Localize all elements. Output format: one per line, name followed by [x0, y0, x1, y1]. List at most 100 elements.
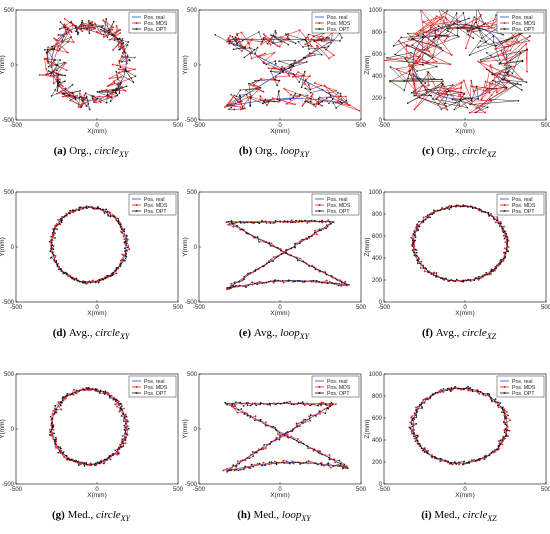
opt-point — [454, 102, 457, 104]
opt-point — [73, 210, 75, 212]
opt-point — [321, 219, 323, 222]
mds-point — [87, 463, 89, 466]
opt-point — [501, 439, 504, 441]
mds-point — [498, 403, 500, 406]
opt-point — [521, 59, 524, 62]
opt-point — [440, 208, 442, 211]
mds-point — [294, 103, 296, 106]
opt-point — [266, 262, 268, 265]
mds-point — [108, 38, 111, 41]
opt-point — [450, 205, 452, 207]
opt-point — [454, 280, 456, 282]
opt-point — [123, 50, 125, 53]
opt-point — [119, 408, 121, 410]
mds-point — [452, 27, 454, 30]
mds-point — [501, 443, 504, 446]
mds-point — [258, 420, 261, 422]
opt-point — [57, 452, 59, 454]
mds-point — [262, 90, 265, 93]
opt-point — [416, 439, 419, 442]
error-line — [506, 43, 527, 59]
x-tick-label: -500 — [378, 305, 391, 311]
y-tick-label: 200 — [372, 460, 383, 466]
mds-point — [291, 460, 294, 463]
opt-point — [113, 20, 115, 23]
opt-point — [128, 58, 130, 61]
opt-point — [326, 282, 329, 285]
opt-point — [509, 60, 512, 62]
opt-point — [260, 418, 262, 421]
opt-point — [511, 72, 514, 75]
error-line — [334, 96, 340, 102]
opt-point — [45, 73, 48, 76]
opt-point — [423, 451, 426, 453]
opt-point — [105, 276, 107, 279]
opt-point — [416, 70, 418, 72]
mds-point — [497, 447, 500, 450]
mds-point — [484, 111, 486, 114]
opt-point — [409, 428, 412, 430]
mds-point — [244, 107, 246, 110]
mds-point — [290, 435, 293, 438]
mds-point — [431, 44, 433, 46]
mds-point — [230, 93, 233, 96]
opt-point — [262, 265, 264, 267]
mds-point — [285, 460, 288, 463]
opt-point — [432, 394, 435, 396]
opt-point — [431, 213, 434, 215]
legend-label: Pos. MDS — [327, 203, 351, 209]
opt-point — [457, 26, 459, 29]
opt-point — [493, 400, 496, 402]
opt-point — [431, 56, 434, 59]
plot-area — [38, 17, 137, 111]
opt-point — [112, 399, 115, 401]
opt-point — [232, 284, 234, 287]
opt-point — [410, 92, 413, 94]
opt-point — [102, 278, 104, 280]
opt-point — [262, 265, 265, 267]
mds-point — [239, 460, 242, 462]
opt-point — [117, 448, 119, 451]
opt-point — [416, 262, 419, 264]
mds-point — [433, 271, 436, 274]
opt-point — [96, 461, 99, 463]
opt-point — [124, 69, 127, 72]
opt-point — [296, 440, 298, 442]
mds-point — [319, 410, 322, 413]
mds-point — [435, 15, 438, 18]
opt-point — [267, 424, 269, 427]
x-tick-label: 500 — [356, 487, 367, 493]
opt-point — [84, 282, 87, 284]
mds-point — [316, 101, 319, 103]
opt-point — [254, 236, 256, 239]
opt-point — [53, 412, 56, 415]
mds-point — [291, 219, 293, 222]
opt-point — [82, 282, 84, 284]
mds-point — [111, 214, 114, 216]
opt-point — [126, 44, 129, 46]
opt-point — [124, 436, 127, 439]
legend-label: Pos. MDS — [512, 385, 536, 391]
mds-point — [468, 112, 471, 114]
opt-point — [329, 405, 332, 407]
mds-point — [270, 425, 272, 428]
mds-point — [118, 221, 121, 224]
x-tick-label: 500 — [541, 305, 550, 311]
mds-point — [82, 280, 85, 282]
opt-point — [103, 462, 105, 465]
opt-point — [61, 93, 64, 95]
opt-point — [115, 70, 117, 73]
mds-point — [334, 101, 337, 104]
mds-point — [289, 400, 291, 403]
opt-point — [274, 279, 277, 281]
mds-point — [46, 60, 49, 62]
opt-point — [114, 91, 117, 94]
mds-point — [306, 94, 309, 97]
opt-point — [53, 47, 56, 49]
opt-point — [98, 462, 100, 465]
opt-point — [324, 403, 327, 406]
mds-point — [106, 391, 109, 394]
y-axis-label: Z(mm) — [364, 237, 371, 256]
mds-point — [497, 406, 500, 409]
opt-point — [81, 461, 83, 464]
